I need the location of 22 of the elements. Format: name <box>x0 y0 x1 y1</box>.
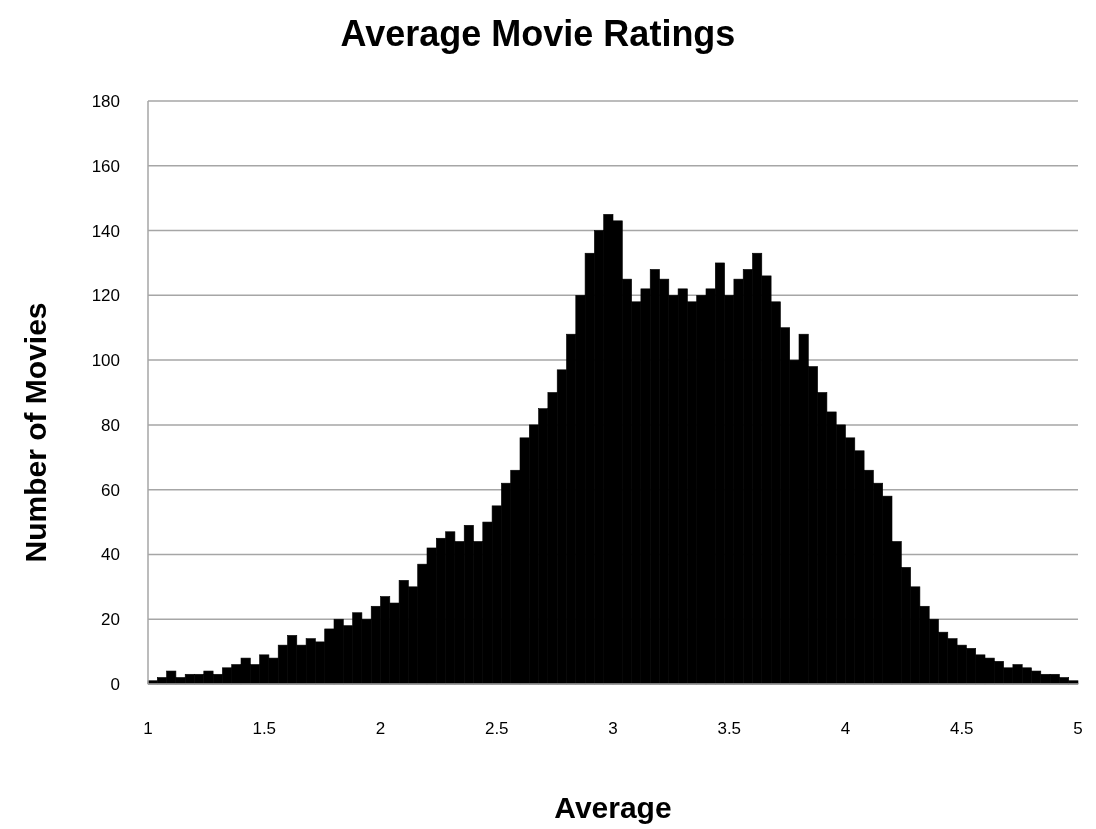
x-tick-label: 2 <box>375 719 386 738</box>
y-tick-label: 140 <box>91 221 120 241</box>
x-tick-label: 1.5 <box>252 719 277 738</box>
x-axis-title: Average <box>554 791 672 824</box>
x-tick-label: 3 <box>608 719 618 738</box>
y-tick-label: 120 <box>91 286 120 306</box>
x-tick-label: 5 <box>1073 719 1083 738</box>
chart-title: Average Movie Ratings <box>340 13 736 54</box>
y-tick-label: 100 <box>91 351 120 371</box>
y-tick-label: 40 <box>101 545 120 565</box>
x-tick-label: 3.5 <box>717 719 742 738</box>
y-tick-label: 80 <box>101 415 120 435</box>
y-tick-label: 20 <box>101 610 120 630</box>
y-tick-label: 60 <box>101 480 120 500</box>
x-tick-label: 1 <box>143 719 153 738</box>
y-tick-label: 0 <box>110 674 120 694</box>
y-tick-label: 180 <box>91 91 120 111</box>
y-axis-title: Number of Movies <box>19 302 52 563</box>
y-tick-label: 160 <box>91 156 120 176</box>
x-tick-label: 4 <box>840 719 851 738</box>
x-tick-label: 2.5 <box>484 719 509 738</box>
x-tick-label: 4.5 <box>949 719 974 738</box>
